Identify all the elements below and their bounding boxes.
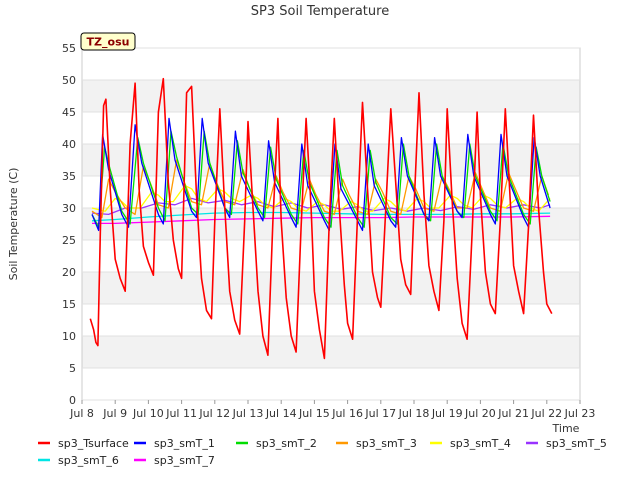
y-tick-label: 10: [62, 330, 76, 343]
x-tick-label: Jul 9: [102, 407, 127, 420]
x-tick-label: Jul 20: [464, 407, 496, 420]
y-tick-label: 5: [69, 362, 76, 375]
y-tick-label: 35: [62, 170, 76, 183]
x-tick-label: Jul 13: [232, 407, 264, 420]
x-tick-label: Jul 8: [69, 407, 94, 420]
y-tick-label: 50: [62, 74, 76, 87]
y-tick-label: 45: [62, 106, 76, 119]
x-tick-label: Jul 15: [298, 407, 330, 420]
x-tick-label: Jul 22: [530, 407, 562, 420]
y-tick-label: 0: [69, 394, 76, 407]
series-line-sp3_Tsurface: [89, 77, 553, 360]
y-tick-label: 20: [62, 266, 76, 279]
series-line-sp3_smT_7: [92, 215, 551, 225]
y-tick-label: 25: [62, 234, 76, 247]
x-tick-label: Jul 19: [431, 407, 463, 420]
legend-label: sp3_smT_4: [450, 437, 511, 450]
x-tick-label: Jul 14: [265, 407, 297, 420]
timezone-label: TZ_osu: [87, 36, 130, 49]
legend-label: sp3_smT_5: [546, 437, 607, 450]
series-lines: [89, 77, 553, 360]
x-tick-label: Jul 21: [497, 407, 529, 420]
x-tick-label: Jul 17: [364, 407, 396, 420]
legend-label: sp3_Tsurface: [58, 437, 129, 450]
x-tick-label: Jul 18: [398, 407, 430, 420]
x-tick-label: Jul 11: [165, 407, 197, 420]
series-line-sp3_smT_2: [91, 130, 551, 228]
x-axis-label: Time: [552, 422, 580, 435]
x-axis-ticks: Jul 8 Jul 9 Jul 10 Jul 11 Jul 12 Jul 13 Jul 14…: [69, 400, 595, 420]
y-axis-label: Soil Temperature (C): [7, 168, 20, 281]
legend-label: sp3_smT_2: [256, 437, 317, 450]
y-tick-label: 40: [62, 138, 76, 151]
y-tick-label: 55: [62, 42, 76, 55]
legend: sp3_Tsurface sp3_smT_1 sp3_smT_2 sp3_smT_3 s…: [38, 437, 607, 467]
chart-title: SP3 Soil Temperature: [251, 4, 389, 19]
plot-band: [82, 336, 580, 368]
x-tick-label: Jul 23: [564, 407, 596, 420]
legend-label: sp3_smT_7: [154, 454, 215, 467]
series-line-sp3_smT_1: [91, 117, 551, 232]
plot-band: [82, 272, 580, 304]
series-line-sp3_smT_4: [91, 184, 551, 212]
y-tick-label: 30: [62, 202, 76, 215]
timezone-badge: TZ_osu: [80, 32, 136, 51]
x-tick-label: Jul 16: [331, 407, 363, 420]
x-tick-label: Jul 10: [132, 407, 164, 420]
legend-label: sp3_smT_1: [154, 437, 215, 450]
plot-band: [82, 80, 580, 112]
y-tick-label: 15: [62, 298, 76, 311]
legend-label: sp3_smT_3: [356, 437, 417, 450]
x-tick-label: Jul 12: [198, 407, 230, 420]
legend-label: sp3_smT_6: [58, 454, 119, 467]
